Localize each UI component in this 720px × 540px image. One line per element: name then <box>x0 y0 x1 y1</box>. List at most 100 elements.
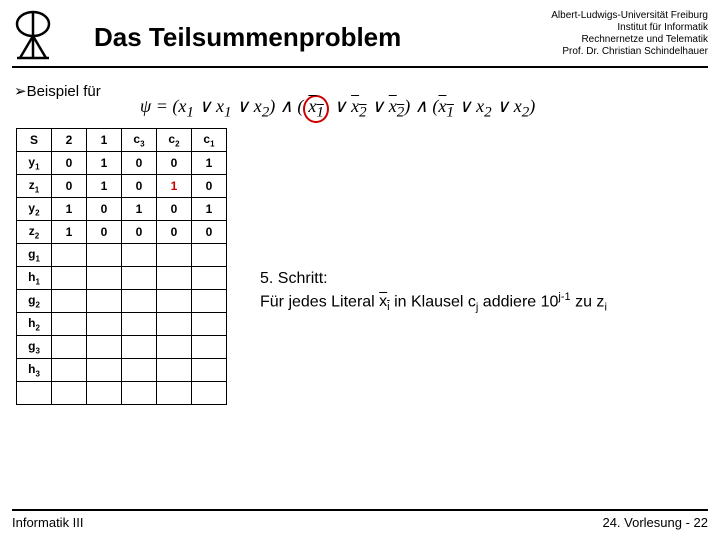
cell: 0 <box>122 152 157 175</box>
cell: 0 <box>157 221 192 244</box>
hdr-S: S <box>17 129 52 152</box>
cell <box>157 290 192 313</box>
cell <box>157 313 192 336</box>
step-line1: 5. Schritt: <box>260 268 607 290</box>
affil-line: Institut für Informatik <box>551 22 708 34</box>
neg-x2: x2 <box>351 96 367 116</box>
row-label: z2 <box>17 221 52 244</box>
circled-literal: x1 <box>303 95 329 123</box>
cell <box>192 359 227 382</box>
table-row: h3 <box>17 359 227 382</box>
t: addiere 10 <box>478 293 558 310</box>
footer-right: 24. Vorlesung - 22 <box>602 515 708 530</box>
cell <box>122 244 157 267</box>
var-x2b: x2 <box>476 96 492 116</box>
cell <box>122 359 157 382</box>
cell <box>87 336 122 359</box>
cell: 0 <box>87 221 122 244</box>
university-logo-icon <box>12 8 54 60</box>
sub-i: i <box>604 301 606 313</box>
cell <box>157 336 192 359</box>
cell <box>87 290 122 313</box>
cell <box>122 267 157 290</box>
cell <box>192 382 227 405</box>
cell: 1 <box>192 198 227 221</box>
step-text: 5. Schritt: Für jedes Literal xi in Klau… <box>260 268 607 315</box>
cell: 0 <box>157 152 192 175</box>
var-x2c: x2 <box>514 96 530 116</box>
table-header-row: S 2 1 c3 c2 c1 <box>17 129 227 152</box>
cell <box>122 290 157 313</box>
t: in Klausel c <box>390 293 476 310</box>
cell <box>122 336 157 359</box>
or: ∨ <box>194 96 216 116</box>
cell: 0 <box>122 175 157 198</box>
cell <box>157 244 192 267</box>
var-x1b: x1 <box>216 96 232 116</box>
formula: ψ = (x1 ∨ x1 ∨ x2) ∧ (x1 ∨ x2 ∨ x2) ∧ (x… <box>140 95 535 123</box>
cell: 1 <box>122 198 157 221</box>
table-row <box>17 382 227 405</box>
var-x2: x2 <box>254 96 270 116</box>
or: ∨ <box>492 96 514 116</box>
hdr-c2: c2 <box>157 129 192 152</box>
table-row: y210101 <box>17 198 227 221</box>
cell: 0 <box>157 198 192 221</box>
cell <box>52 336 87 359</box>
cell <box>87 359 122 382</box>
cell: 1 <box>192 152 227 175</box>
sup-j1: j-1 <box>558 291 570 303</box>
cell: 1 <box>87 152 122 175</box>
table-row: y101001 <box>17 152 227 175</box>
cell <box>52 290 87 313</box>
cell: 0 <box>52 152 87 175</box>
header: Das Teilsummenproblem Albert-Ludwigs-Uni… <box>0 0 720 60</box>
cell <box>192 290 227 313</box>
page-title: Das Teilsummenproblem <box>94 22 401 53</box>
and: ) ∧ ( <box>404 96 438 116</box>
row-label: h2 <box>17 313 52 336</box>
table-row: z210000 <box>17 221 227 244</box>
row-label: g2 <box>17 290 52 313</box>
cell: 1 <box>52 221 87 244</box>
cell <box>192 267 227 290</box>
or: ∨ <box>232 96 254 116</box>
cell <box>122 382 157 405</box>
cell: 0 <box>192 221 227 244</box>
table-row: g1 <box>17 244 227 267</box>
or: ∨ <box>367 96 389 116</box>
cell: 0 <box>52 175 87 198</box>
cell <box>87 244 122 267</box>
table-row: g3 <box>17 336 227 359</box>
cell <box>122 313 157 336</box>
row-label: g3 <box>17 336 52 359</box>
cell <box>87 267 122 290</box>
cell: 0 <box>192 175 227 198</box>
cell: 1 <box>157 175 192 198</box>
header-divider <box>12 66 708 68</box>
hdr-2: 2 <box>52 129 87 152</box>
neg-xi: xi <box>379 293 389 310</box>
psi-symbol: ψ <box>140 96 151 116</box>
table-row: z101010 <box>17 175 227 198</box>
cell <box>87 313 122 336</box>
footer-left: Informatik III <box>12 515 84 530</box>
or: ∨ <box>329 96 351 116</box>
close: ) <box>529 96 535 116</box>
t: zu z <box>571 293 605 310</box>
cell: 1 <box>87 175 122 198</box>
cell <box>52 359 87 382</box>
neg-x2b: x2 <box>389 96 405 116</box>
cell <box>157 267 192 290</box>
cell <box>52 244 87 267</box>
cell <box>192 244 227 267</box>
cell <box>192 313 227 336</box>
cell <box>157 359 192 382</box>
t: Für jedes Literal <box>260 293 379 310</box>
and: ) ∧ ( <box>269 96 303 116</box>
table-row: h1 <box>17 267 227 290</box>
var-x1: x1 <box>178 96 194 116</box>
row-label <box>17 382 52 405</box>
row-label: y1 <box>17 152 52 175</box>
neg-x1: x1 <box>438 96 454 116</box>
